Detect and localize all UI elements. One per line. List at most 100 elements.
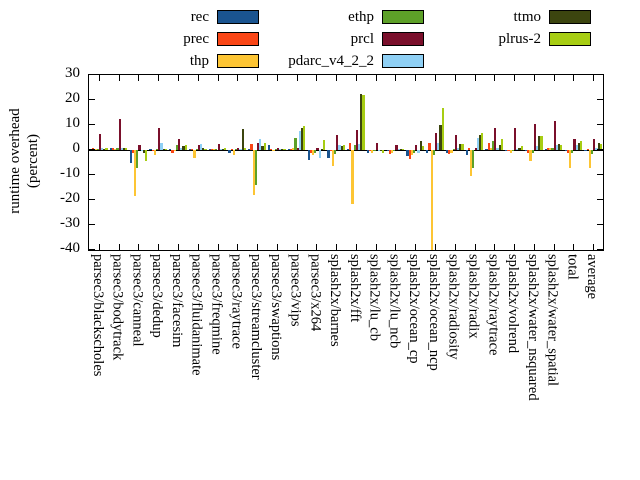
x-tick-label: splash2x/ocean_cp <box>406 254 423 364</box>
bar-pdarc_v4_2_2-parsec3/canneal <box>140 150 143 152</box>
bar-ethp-splash2x/volrend <box>511 150 515 152</box>
y-tick-mark <box>89 99 95 100</box>
bar-plrus-2-parsec3/freqmine <box>224 147 227 150</box>
bar-thp-splash2x/radix <box>470 150 473 177</box>
bar-thp-splash2x/lu_ncb <box>391 150 394 153</box>
x-tick-mark <box>533 75 535 81</box>
x-tick-mark <box>237 75 239 81</box>
bar-pdarc_v4_2_2-parsec3/raytrace <box>239 148 242 150</box>
x-tick-label: splash2x/radiosity <box>445 254 462 360</box>
legend-entry-pdarc_v4_2_2: pdarc_v4_2_2 <box>264 50 424 72</box>
bar-ethp-splash2x/ocean_cp <box>412 150 416 153</box>
y-tick-mark <box>89 224 95 225</box>
x-tick-mark <box>573 75 575 81</box>
bar-thp-parsec3/vips <box>292 147 295 150</box>
bar-rec-parsec3/raytrace <box>228 150 231 153</box>
x-tick-mark <box>514 244 516 250</box>
bar-pdarc_v4_2_2-splash2x/lu_ncb <box>397 148 400 150</box>
legend-swatch-prcl <box>382 32 424 46</box>
bar-prcl-splash2x/water_spatial <box>553 121 556 150</box>
x-tick-mark <box>434 75 436 81</box>
bar-prec-splash2x/ocean_cp <box>408 150 411 159</box>
bar-ttmo-splash2x/ocean_cp <box>419 141 422 150</box>
y-tick-mark <box>597 224 603 225</box>
x-tick-label: parsec3/facesim <box>168 254 185 348</box>
bar-ttmo-splash2x/lu_ncb <box>399 148 402 150</box>
bar-prcl-parsec3/fluidanimate <box>197 145 200 150</box>
x-tick-label: splash2x/lu_ncb <box>386 254 403 349</box>
bar-pdarc_v4_2_2-parsec3/streamcluster <box>259 138 262 150</box>
bar-ttmo-parsec3/dedup <box>162 148 165 150</box>
bar-ttmo-parsec3/blackscholes <box>103 148 106 150</box>
bar-plrus-2-splash2x/ocean_cp <box>421 146 424 150</box>
x-tick-mark <box>395 75 397 81</box>
x-tick-label: parsec3/canneal <box>129 254 146 347</box>
legend-column: rec prec thp <box>109 6 259 72</box>
bar-prcl-splash2x/volrend <box>514 127 517 150</box>
x-tick-label: splash2x/water_spatial <box>544 254 561 387</box>
bar-ttmo-parsec3/raytrace <box>241 128 244 150</box>
bar-prec-parsec3/freqmine <box>210 148 214 150</box>
bar-rec-splash2x/water_nsquared <box>525 150 528 152</box>
x-tick-mark <box>316 75 318 81</box>
bar-ethp-splash2x/water_spatial <box>551 147 554 150</box>
y-tick-mark <box>597 99 603 100</box>
x-tick-mark <box>177 244 179 250</box>
bar-ttmo-parsec3/x264 <box>320 148 323 150</box>
x-tick-mark <box>553 75 555 81</box>
y-tick-label: -30 <box>60 215 80 231</box>
x-tick-label: parsec3/dedup <box>149 254 166 338</box>
bar-ethp-parsec3/swaptions <box>274 148 277 150</box>
legend-label: ttmo <box>513 9 541 25</box>
bar-ethp-splash2x/fft <box>353 145 356 150</box>
y-tick-mark <box>597 149 603 150</box>
bar-thp-parsec3/bodytrack <box>114 148 117 150</box>
bar-prcl-parsec3/raytrace <box>237 147 240 150</box>
bar-thp-parsec3/streamcluster <box>252 150 255 195</box>
bar-prcl-splash2x/water_nsquared <box>533 123 536 150</box>
bar-pdarc_v4_2_2-average <box>595 147 598 150</box>
x-tick-mark <box>217 244 219 250</box>
bar-prec-parsec3/raytrace <box>230 148 233 150</box>
bar-rec-splash2x/ocean_ncp <box>426 150 429 153</box>
bar-rec-parsec3/x264 <box>307 150 310 160</box>
bar-pdarc_v4_2_2-parsec3/vips <box>298 131 301 150</box>
bar-ethp-parsec3/raytrace <box>235 148 238 150</box>
bar-prcl-parsec3/blackscholes <box>98 133 102 150</box>
bar-prec-splash2x/radiosity <box>448 150 451 154</box>
bar-plrus-2-splash2x/barnes <box>342 145 345 150</box>
bar-ttmo-splash2x/raytrace <box>498 145 501 150</box>
bar-ttmo-parsec3/fluidanimate <box>202 147 205 150</box>
bar-prec-splash2x/radix <box>467 147 471 150</box>
legend-swatch-pdarc_v4_2_2 <box>382 54 424 68</box>
legend-column: ethp prcl pdarc_v4_2_2 <box>264 6 424 72</box>
bar-prcl-splash2x/radiosity <box>454 135 457 150</box>
bar-plrus-2-parsec3/x264 <box>322 140 326 150</box>
x-tick-label: splash2x/ocean_ncp <box>425 254 442 371</box>
bar-prcl-parsec3/facesim <box>177 138 181 150</box>
bar-prec-splash2x/barnes <box>329 150 332 152</box>
bar-rec-average <box>584 150 587 152</box>
y-tick-mark <box>597 249 603 250</box>
bar-pdarc_v4_2_2-splash2x/radix <box>476 137 479 150</box>
bar-thp-splash2x/lu_cb <box>371 150 374 153</box>
bar-plrus-2-parsec3/vips <box>303 126 306 150</box>
bar-plrus-2-parsec3/dedup <box>164 148 167 150</box>
bar-prec-splash2x/lu_cb <box>369 150 372 152</box>
x-tick-mark <box>118 75 120 81</box>
bar-rec-splash2x/radiosity <box>445 150 449 153</box>
legend-swatch-ttmo <box>549 10 591 24</box>
x-tick-label: parsec3/fluidanimate <box>188 254 205 376</box>
bar-ttmo-parsec3/bodytrack <box>123 147 126 150</box>
x-tick-mark <box>158 75 160 81</box>
bar-thp-splash2x/radiosity <box>450 150 453 153</box>
bar-pdarc_v4_2_2-parsec3/freqmine <box>219 148 222 150</box>
x-tick-mark <box>197 244 199 250</box>
bar-ethp-splash2x/barnes <box>333 150 337 154</box>
bar-rec-splash2x/lu_cb <box>366 150 370 153</box>
bar-plrus-2-parsec3/facesim <box>184 145 187 150</box>
zero-axis-line <box>89 150 603 151</box>
y-axis-title: runtime overhead (percent) <box>6 71 42 251</box>
bar-prec-splash2x/water_spatial <box>546 147 550 150</box>
bar-thp-splash2x/raytrace <box>489 147 493 150</box>
